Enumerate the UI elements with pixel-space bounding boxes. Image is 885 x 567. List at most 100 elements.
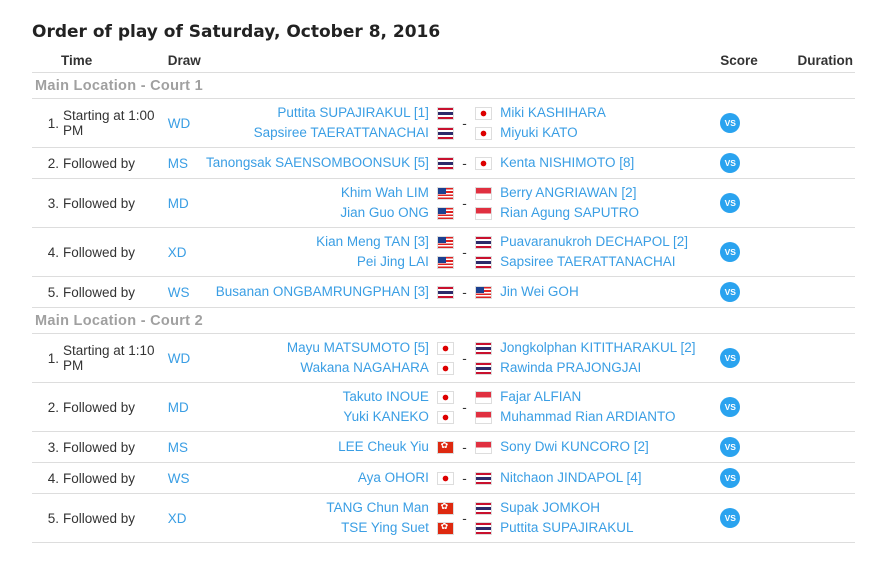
player-link[interactable]: Takuto INOUE <box>342 389 429 404</box>
player-link[interactable]: Rian Agung SAPUTRO <box>500 205 639 220</box>
match-row: 3. Followed by MS LEE Cheuk Yiu - Sony D… <box>32 431 855 463</box>
duration <box>797 382 855 432</box>
flag-hk-icon <box>437 441 453 453</box>
header-draw: Draw <box>167 48 207 73</box>
match-row: 5. Followed by WS Busanan ONGBAMRUNGPHAN… <box>32 276 855 308</box>
player-link[interactable]: Miki KASHIHARA <box>500 105 606 120</box>
draw-link[interactable]: XD <box>167 510 187 526</box>
matches-table: Time Draw Score Duration Main Location -… <box>32 48 855 543</box>
draw-link[interactable]: XD <box>167 244 187 260</box>
draw-link[interactable]: MD <box>167 399 189 415</box>
player-link[interactable]: Khim Wah LIM <box>340 185 429 200</box>
separator: - <box>453 333 476 383</box>
flag-my-icon <box>476 286 492 298</box>
page-title: Order of play of Saturday, October 8, 20… <box>32 22 441 42</box>
player-link[interactable]: Berry ANGRIAWAN [2] <box>500 185 637 200</box>
player-link[interactable]: Jian Guo ONG <box>340 205 429 220</box>
match-row: 2. Followed by MS Tanongsak SAENSOMBOONS… <box>32 147 855 179</box>
match-time: Followed by <box>60 431 168 463</box>
match-number: 5. <box>32 276 61 308</box>
player-link[interactable]: Nitchaon JINDAPOL [4] <box>500 470 642 485</box>
match-time: Followed by <box>60 462 168 494</box>
vs-button[interactable]: VS <box>720 508 741 528</box>
flag-th-icon <box>476 236 492 248</box>
flag-jp-icon <box>476 157 492 169</box>
vs-button[interactable]: VS <box>720 113 741 133</box>
match-time: Followed by <box>60 382 168 432</box>
match-number: 2. <box>32 382 61 432</box>
player-link[interactable]: Fajar ALFIAN <box>500 389 582 404</box>
player-link[interactable]: Sony Dwi KUNCORO [2] <box>500 439 649 454</box>
separator: - <box>453 382 476 432</box>
vs-button[interactable]: VS <box>720 348 741 368</box>
vs-button[interactable]: VS <box>720 397 741 417</box>
player-link[interactable]: Pei Jing LAI <box>356 254 429 269</box>
vs-button[interactable]: VS <box>720 193 741 213</box>
player-link[interactable]: Wakana NAGAHARA <box>300 360 429 375</box>
flag-my-icon <box>437 187 453 199</box>
player-link[interactable]: Kenta NISHIMOTO [8] <box>500 155 635 170</box>
team2: Jongkolphan KITITHARAKUL [2] Rawinda PRAJ… <box>492 333 721 383</box>
match-time: Followed by <box>60 493 168 543</box>
player-link[interactable]: TANG Chun Man <box>326 500 429 515</box>
vs-button[interactable]: VS <box>720 242 741 262</box>
team1: TANG Chun Man TSE Ying Suet <box>206 493 437 543</box>
flag-id-icon <box>476 441 492 453</box>
player-link[interactable]: Supak JOMKOH <box>500 500 600 515</box>
player-link[interactable]: Kian Meng TAN [3] <box>316 234 429 249</box>
court-heading: Main Location - Court 1 <box>32 72 855 99</box>
draw-link[interactable]: MS <box>167 439 188 455</box>
duration <box>797 276 855 308</box>
player-link[interactable]: Tanongsak SAENSOMBOONSUK [5] <box>206 155 429 170</box>
flag-my-icon <box>437 207 453 219</box>
team2: Puavaranukroh DECHAPOL [2] Sapsiree TAERA… <box>492 227 721 277</box>
team2: Supak JOMKOH Puttita SUPAJIRAKUL <box>492 493 721 543</box>
player-link[interactable]: Puttita SUPAJIRAKUL [1] <box>277 105 429 120</box>
team2: Nitchaon JINDAPOL [4] <box>492 462 721 494</box>
player-link[interactable]: Puttita SUPAJIRAKUL <box>500 520 634 535</box>
duration <box>797 178 855 228</box>
flag-jp-icon <box>476 107 492 119</box>
flag-hk-icon <box>437 522 453 534</box>
flag-th-icon <box>437 157 453 169</box>
match-time: Starting at 1:00 PM <box>60 98 168 148</box>
draw-link[interactable]: MD <box>167 195 189 211</box>
match-row: 4. Followed by WS Aya OHORI - Nitchaon J… <box>32 462 855 494</box>
player-link[interactable]: Jongkolphan KITITHARAKUL [2] <box>500 340 696 355</box>
vs-button[interactable]: VS <box>720 153 741 173</box>
duration <box>797 431 855 463</box>
team1: Tanongsak SAENSOMBOONSUK [5] <box>206 147 437 179</box>
header-time: Time <box>60 48 168 73</box>
draw-link[interactable]: MS <box>167 155 188 171</box>
player-link[interactable]: Sapsiree TAERATTANACHAI <box>253 125 429 140</box>
player-link[interactable]: Mayu MATSUMOTO [5] <box>286 340 429 355</box>
player-link[interactable]: Miyuki KATO <box>500 125 578 140</box>
header-score: Score <box>720 48 798 73</box>
player-link[interactable]: Puavaranukroh DECHAPOL [2] <box>500 234 689 249</box>
vs-button[interactable]: VS <box>720 437 741 457</box>
match-number: 3. <box>32 431 61 463</box>
separator: - <box>453 227 476 277</box>
vs-button[interactable]: VS <box>720 468 741 488</box>
draw-link[interactable]: WD <box>167 115 191 131</box>
vs-button[interactable]: VS <box>720 282 741 302</box>
player-link[interactable]: Rawinda PRAJONGJAI <box>500 360 642 375</box>
player-link[interactable]: Muhammad Rian ARDIANTO <box>500 409 676 424</box>
draw-link[interactable]: WD <box>167 350 191 366</box>
flag-th-icon <box>476 502 492 514</box>
order-of-play: Order of play of Saturday, October 8, 20… <box>32 22 855 543</box>
flag-hk-icon <box>437 502 453 514</box>
player-link[interactable]: LEE Cheuk Yiu <box>338 439 429 454</box>
player-link[interactable]: Aya OHORI <box>357 470 429 485</box>
match-number: 5. <box>32 493 61 543</box>
player-link[interactable]: Busanan ONGBAMRUNGPHAN [3] <box>215 284 429 299</box>
player-link[interactable]: Sapsiree TAERATTANACHAI <box>500 254 676 269</box>
draw-link[interactable]: WS <box>167 470 190 486</box>
team2: Sony Dwi KUNCORO [2] <box>492 431 721 463</box>
player-link[interactable]: TSE Ying Suet <box>341 520 429 535</box>
player-link[interactable]: Yuki KANEKO <box>343 409 429 424</box>
draw-link[interactable]: WS <box>167 284 190 300</box>
match-number: 2. <box>32 147 61 179</box>
flag-jp-icon <box>437 472 453 484</box>
player-link[interactable]: Jin Wei GOH <box>500 284 579 299</box>
